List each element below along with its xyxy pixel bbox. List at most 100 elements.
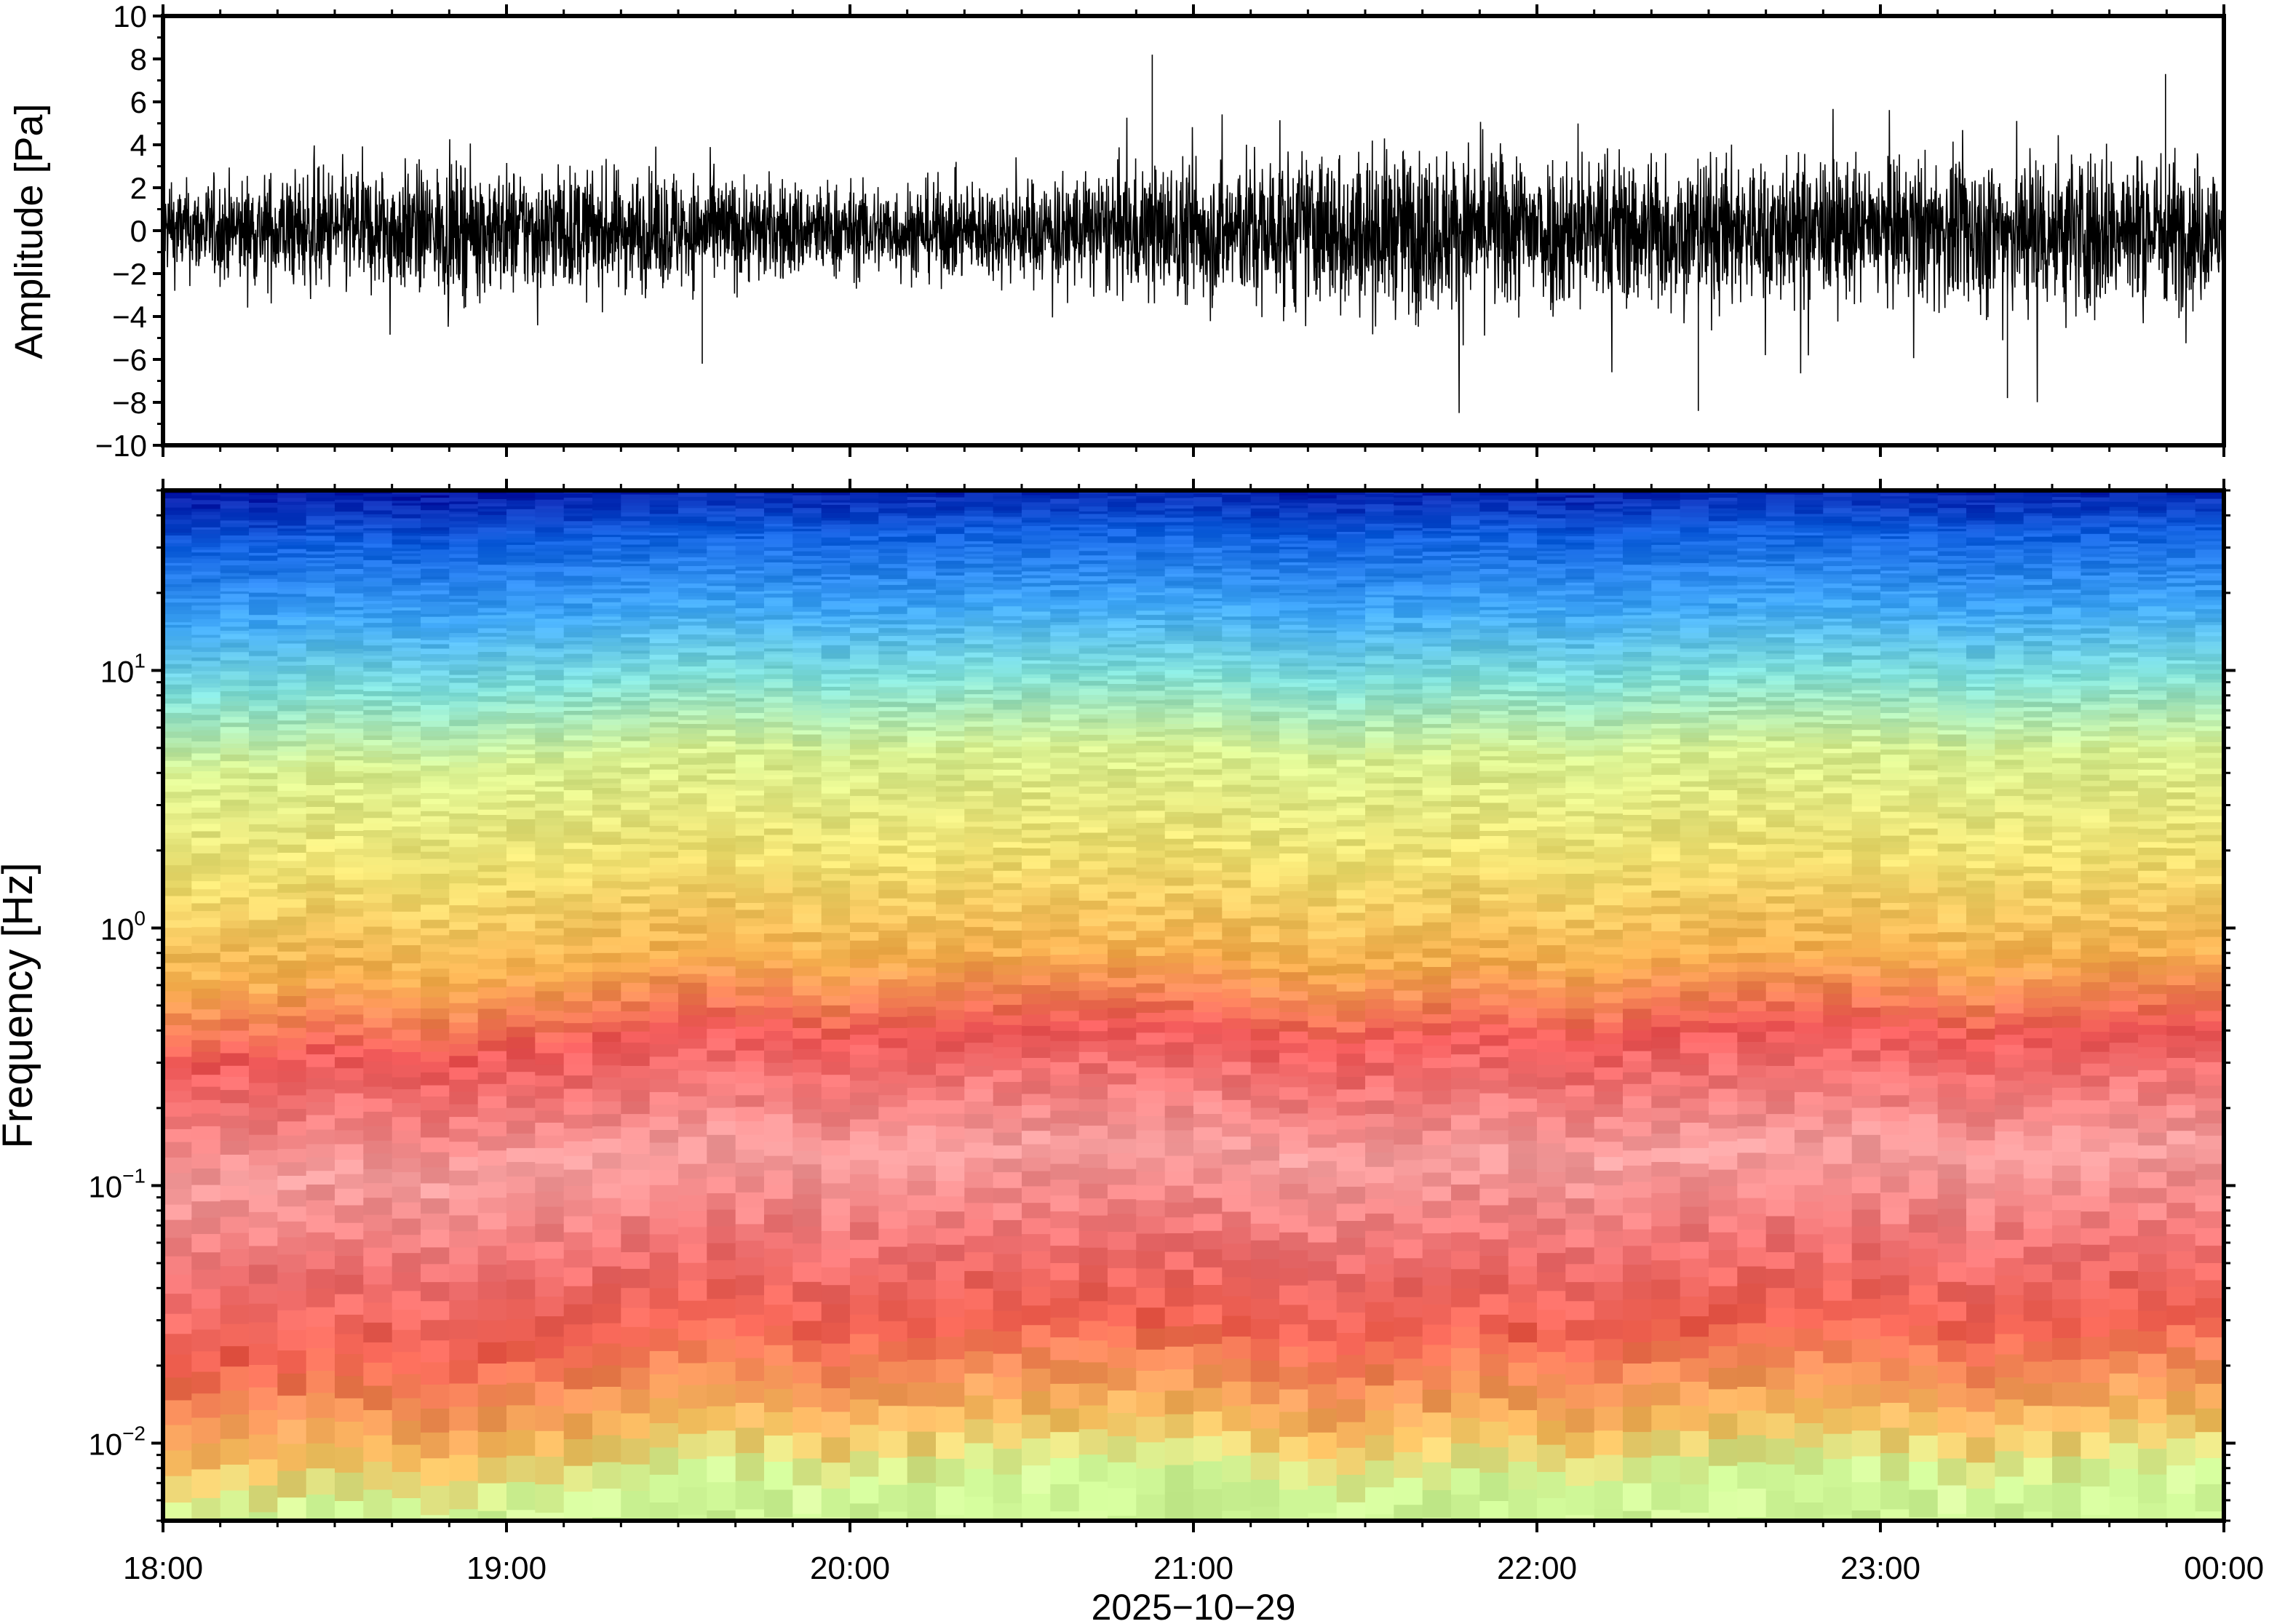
spectrogram-cell: [163, 1400, 192, 1426]
spectrogram-cell: [477, 512, 507, 516]
spectrogram-cell: [678, 808, 707, 817]
spectrogram-cell: [993, 763, 1022, 771]
spectrogram-cell: [191, 726, 221, 731]
spectrogram-cell: [535, 954, 565, 965]
spectrogram-cell: [735, 918, 765, 927]
spectrogram-cell: [1164, 1010, 1194, 1022]
spectrogram-cell: [964, 1443, 994, 1470]
spectrogram-cell: [535, 797, 565, 805]
spectrogram-cell: [449, 670, 479, 676]
spectrogram-cell: [306, 536, 335, 541]
spectrogram-cell: [1050, 731, 1080, 737]
spectrogram-cell: [850, 749, 879, 756]
spectrogram-cell: [220, 829, 250, 838]
spectrogram-cell: [621, 992, 651, 1002]
spectrogram-cell: [535, 576, 565, 582]
spectrogram-cell: [506, 1176, 536, 1194]
spectrogram-cell: [878, 589, 908, 596]
spectrogram-cell: [821, 683, 851, 688]
spectrogram-cell: [592, 537, 621, 543]
spectrogram-cell: [363, 830, 393, 838]
spectrogram-cell: [764, 1436, 793, 1462]
spectrogram-cell: [449, 497, 479, 502]
spectrogram-cell: [277, 665, 307, 672]
spectrogram-cell: [449, 1117, 479, 1130]
spectrogram-cell: [964, 704, 994, 709]
spectrogram-cell: [191, 605, 221, 611]
spectrogram-cell: [335, 1014, 364, 1025]
spectrogram-cell: [1050, 1383, 1080, 1409]
spectrogram-cell: [621, 768, 651, 775]
spectrogram-cell: [707, 1406, 736, 1431]
spectrogram-cell: [850, 536, 879, 541]
spectrogram-cell: [421, 787, 450, 794]
spectrogram-cell: [764, 648, 793, 652]
spectrogram-cell: [1108, 1199, 1137, 1214]
spectrogram-cell: [421, 670, 450, 677]
spectrogram-cell: [764, 997, 793, 1008]
spectrogram-cell: [163, 598, 192, 603]
spectrogram-cell: [449, 590, 479, 597]
spectrogram-cell: [993, 652, 1022, 658]
spectrogram-cell: [1108, 1326, 1137, 1348]
spectrogram-cell: [1164, 745, 1194, 753]
spectrogram-cell: [535, 701, 565, 708]
spectrogram-cell: [621, 570, 651, 576]
spectrogram-cell: [735, 616, 765, 621]
spectrogram-cell: [449, 712, 479, 716]
spectrogram-cell: [649, 659, 679, 665]
spectrogram-cell: [191, 538, 221, 544]
spectrogram-cell: [1136, 795, 1166, 801]
spectrogram-cell: [1136, 526, 1166, 533]
spectrogram-cell: [191, 549, 221, 553]
spectrogram-cell: [993, 1118, 1022, 1134]
spectrogram-cell: [506, 621, 536, 626]
spectrogram-cell: [563, 545, 593, 549]
spectrogram-cell: [878, 706, 908, 712]
spectrogram-cell: [735, 1358, 765, 1382]
spectrogram-cell: [306, 656, 335, 661]
spectrogram-cell: [563, 936, 593, 947]
spectrogram-cell: [421, 510, 450, 514]
spectrogram-cell: [850, 818, 879, 826]
spectrogram-cell: [907, 1075, 937, 1088]
spectrogram-cell: [191, 1185, 221, 1202]
spectrogram-cell: [363, 1183, 393, 1198]
spectrogram-cell: [592, 851, 621, 861]
spectrogram-cell: [449, 503, 479, 509]
spectrogram-cell: [1022, 1414, 1051, 1439]
spectrogram-cell: [1022, 1058, 1051, 1069]
spectrogram-cell: [306, 501, 335, 505]
spectrogram-cell: [563, 594, 593, 599]
spectrogram-cell: [993, 1058, 1022, 1071]
spectrogram-cell: [850, 579, 879, 586]
spectrogram-cell: [1022, 619, 1051, 626]
spectrogram-cell: [1136, 549, 1166, 553]
spectrogram-cell: [592, 719, 621, 725]
spectrogram-cell: [191, 614, 221, 620]
spectrogram-cell: [792, 1137, 822, 1152]
spectrogram-cell: [936, 527, 965, 530]
spectrogram-cell: [191, 595, 221, 600]
spectrogram-cell: [220, 990, 250, 1001]
spectrogram-cell: [735, 1481, 765, 1510]
spectrogram-cell: [163, 937, 192, 947]
spectrogram-cell: [592, 747, 621, 752]
spectrogram-cell: [191, 559, 221, 564]
spectrogram-cell: [993, 1070, 1022, 1083]
spectrogram-cell: [1108, 1139, 1137, 1154]
spectrogram-cell: [649, 701, 679, 709]
spectrogram-cell: [163, 1313, 192, 1334]
spectrogram-cell: [563, 1115, 593, 1129]
spectrogram-cell: [277, 1330, 307, 1351]
spectrogram-cell: [1050, 590, 1080, 594]
spectrogram-cell: [678, 1038, 707, 1049]
spectrogram-cell: [821, 933, 851, 941]
spectrogram-cell: [535, 728, 565, 733]
spectrogram-cell: [392, 568, 421, 571]
spectrogram-cell: [306, 988, 335, 999]
spectrogram-cell: [621, 626, 651, 631]
spectrogram-cell: [363, 1284, 393, 1303]
spectrogram-cell: [821, 679, 851, 685]
